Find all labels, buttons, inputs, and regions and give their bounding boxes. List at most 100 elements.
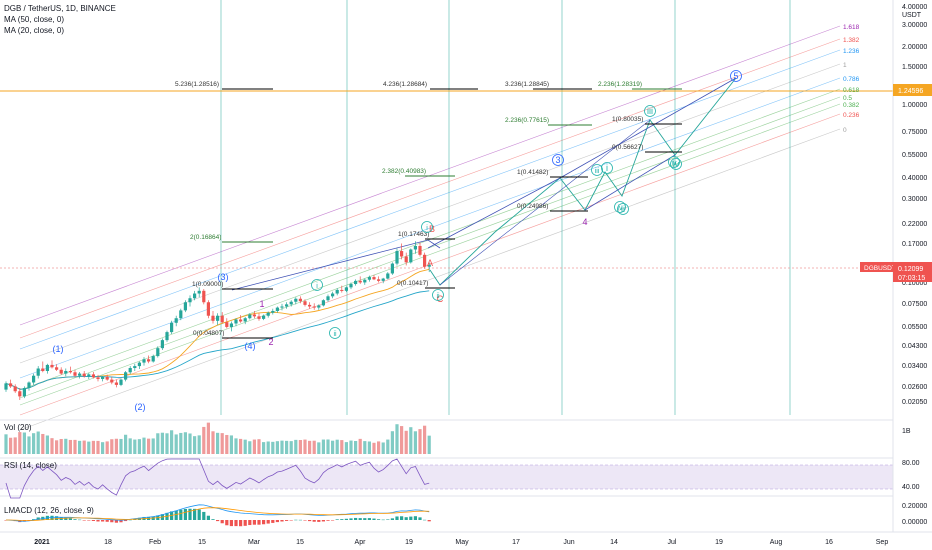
candle [321, 299, 325, 307]
candle [257, 313, 261, 321]
volume-bar [36, 431, 40, 454]
candle [404, 252, 408, 266]
macd-histogram-bar [335, 519, 339, 520]
volume-bar [349, 440, 353, 454]
volume-bar [427, 435, 431, 454]
time-tick: Sep [876, 539, 889, 546]
volume-bar [18, 432, 22, 454]
macd-histogram-bar [317, 520, 321, 522]
ma20-legend[interactable]: MA (20, close, 0) [4, 26, 64, 35]
candle [73, 369, 77, 377]
macd-histogram-bar [234, 520, 238, 527]
macd-histogram-bar [105, 520, 109, 522]
macd-histogram-bar [280, 520, 284, 522]
candle-body [344, 287, 348, 291]
candle [275, 306, 279, 313]
price-tick: 0.07500 [902, 301, 927, 308]
volume-bar [32, 433, 36, 454]
volume-label[interactable]: Vol (20) [4, 423, 32, 432]
volume-bar [358, 438, 362, 454]
candle [114, 379, 118, 388]
volume-bar [137, 439, 141, 454]
candle [91, 372, 95, 379]
annotations-layer: 5.236(1.28516) 4.236(1.28684) 3.236(1.2884… [53, 70, 742, 412]
candle [193, 290, 197, 301]
macd-histogram-bar [404, 517, 408, 520]
candle-body [170, 322, 174, 333]
ma50-legend[interactable]: MA (50, close, 0) [4, 15, 64, 24]
candle [423, 252, 427, 269]
candle-body [257, 316, 261, 319]
price-tick: 0.22000 [902, 221, 927, 228]
candle-body [239, 319, 243, 322]
volume-bar [128, 438, 132, 454]
candle-body [211, 315, 215, 321]
candle [68, 366, 72, 374]
channel-line [427, 77, 737, 249]
volume-bar [252, 439, 256, 454]
volume-bar [13, 437, 17, 454]
wave-label: ii [621, 204, 625, 214]
volume-bar [101, 442, 105, 454]
rsi-label[interactable]: RSI (14, close) [4, 461, 57, 470]
time-tick: Jun [563, 539, 574, 546]
ma50-line [5, 290, 430, 390]
macd-histogram-bar [400, 516, 404, 520]
candle-body [303, 301, 307, 305]
candle-body [423, 254, 427, 267]
fan-line [19, 38, 841, 339]
sub-wave-label: i [426, 225, 428, 232]
candle-body [248, 314, 252, 319]
volume-bar [239, 438, 243, 454]
candles-layer[interactable] [4, 241, 431, 400]
candle [220, 312, 224, 324]
sub-panel-content [4, 422, 431, 527]
volume-bar [41, 433, 45, 454]
channel-line [231, 239, 441, 291]
fan-line [19, 49, 841, 350]
wave-label: (3) [218, 272, 229, 282]
candle-body [114, 382, 118, 385]
macd-histogram-bar [225, 520, 229, 526]
candle [50, 360, 54, 369]
macd-histogram-bar [372, 518, 376, 520]
time-tick: 18 [104, 539, 112, 546]
candle [243, 316, 247, 325]
time-axis[interactable]: 2021 18 Feb 15 Mar 15 Apr 19 May 17 Jun 14 Jul 19 Aug 1… [0, 531, 932, 546]
macd-histogram-bar [188, 508, 192, 520]
macd-histogram-bar [119, 520, 123, 523]
volume-bar [156, 433, 160, 454]
candle-body [45, 364, 49, 372]
candle [229, 321, 233, 332]
symbol-title[interactable]: DGB / TetherUS, 1D, BINANCE [4, 4, 116, 13]
candle-body [275, 307, 279, 311]
macd-histogram-bar [271, 520, 275, 523]
candle-body [234, 319, 238, 324]
candle [59, 367, 63, 375]
macd-histogram-bar [220, 520, 224, 524]
candle [202, 289, 206, 305]
candle-body [404, 256, 408, 263]
price-tick: 0.17000 [902, 241, 927, 248]
volume-bar [234, 438, 238, 454]
volume-bar [409, 427, 413, 454]
macd-signal-line [6, 507, 430, 522]
price-tick: 3.00000 [902, 22, 927, 29]
volume-bar [413, 431, 417, 454]
volume-bar [179, 432, 183, 454]
candle-body [183, 302, 187, 311]
macd-histogram-bar [321, 520, 325, 522]
price-tick: 0.55000 [902, 152, 927, 159]
price-tick: 0.75000 [902, 129, 927, 136]
fib-level-label: 1(0.17463) [398, 231, 429, 238]
volume-bar [418, 429, 422, 454]
macd-label[interactable]: LMACD (12, 26, close, 9) [4, 506, 94, 515]
volume-bar [50, 438, 54, 454]
sub-wave-circle [614, 201, 626, 213]
candle-body [119, 379, 123, 385]
volume-bar [197, 435, 201, 454]
macd-histogram-bar [418, 517, 422, 520]
volume-bar [289, 441, 293, 454]
candle [82, 371, 86, 378]
